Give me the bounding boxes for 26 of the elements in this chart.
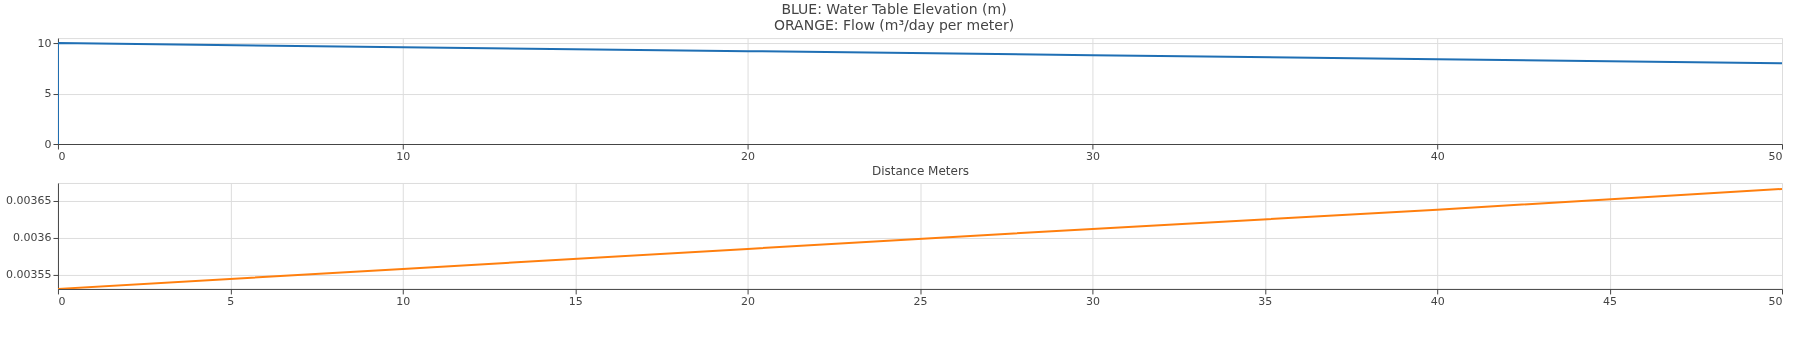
text: ORANGE: Flow (m³/day per meter) — [773, 16, 1015, 33]
y-tick-label: 0.00365 — [6, 194, 52, 208]
x-tick-label: 40 — [1430, 295, 1445, 309]
x-tick-label: 45 — [1603, 295, 1618, 309]
x-tick-label: 50 — [1768, 150, 1783, 164]
x-tick-label: 20 — [741, 295, 756, 309]
x-axis-title: Distance Meters — [871, 164, 970, 179]
x-tick-label: 35 — [1258, 295, 1273, 309]
x-tick-label: 15 — [568, 295, 583, 309]
y-tick-label: 0.0036 — [13, 231, 52, 245]
x-tick-label: 10 — [396, 150, 411, 164]
x-tick-label: 30 — [1085, 150, 1100, 164]
x-tick-label: 20 — [741, 150, 756, 164]
text: BLUE: Water Table Elevation (m) — [781, 0, 1007, 17]
x-tick-label: 5 — [227, 295, 235, 309]
x-tick-label: 40 — [1430, 150, 1445, 164]
x-tick-label: 30 — [1085, 295, 1100, 309]
x-tick-label: 0 — [58, 295, 66, 309]
y-tick-label: 10 — [37, 36, 52, 50]
x-tick-label: 10 — [396, 295, 411, 309]
x-tick-label: 50 — [1768, 295, 1783, 309]
y-tick-label: 0.00355 — [6, 268, 52, 282]
x-tick-label: 0 — [58, 150, 66, 164]
x-tick-label: 25 — [913, 295, 928, 309]
y-tick-label: 0 — [44, 137, 52, 151]
y-tick-label: 5 — [44, 87, 52, 101]
